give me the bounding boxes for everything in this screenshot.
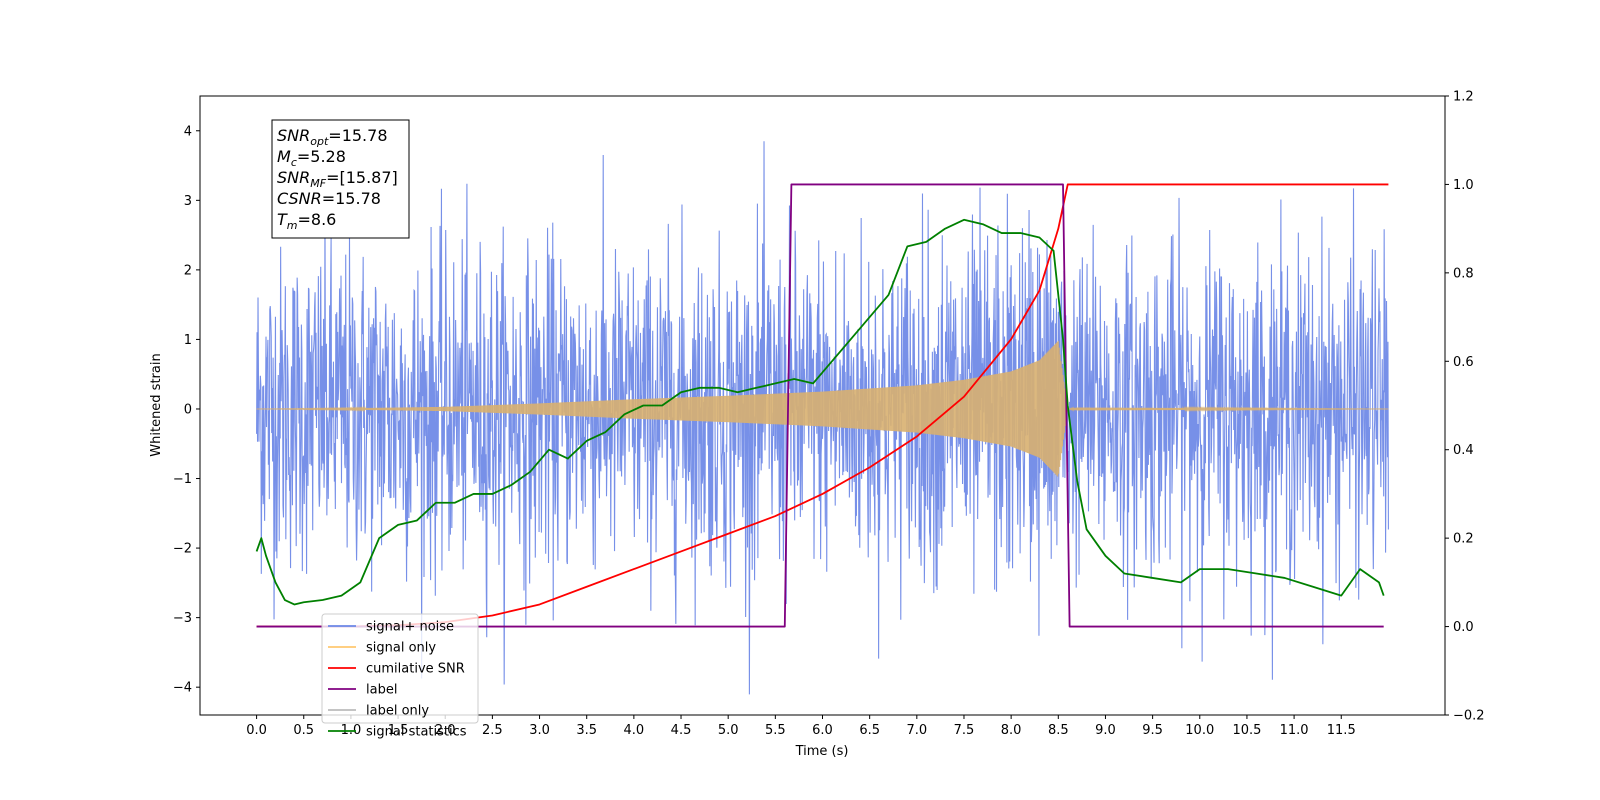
annotation-line: Tm=8.6 bbox=[277, 210, 336, 232]
legend-label: signal+ noise bbox=[366, 620, 454, 635]
legend-label: label bbox=[366, 683, 397, 698]
x-tick-label: 6.0 bbox=[812, 723, 833, 738]
x-tick-label: 9.5 bbox=[1142, 723, 1163, 738]
legend-label: label only bbox=[366, 704, 429, 719]
y-right-tick-label: 1.0 bbox=[1453, 178, 1474, 193]
y-tick-label: 3 bbox=[184, 194, 192, 209]
x-tick-label: 3.5 bbox=[576, 723, 597, 738]
y-tick-label: 2 bbox=[184, 263, 192, 278]
x-tick-label: 7.5 bbox=[954, 723, 975, 738]
x-tick-label: 10.5 bbox=[1232, 723, 1261, 738]
axes-layer: 0.0 0.5 1.0 1.5 2.0 2.5 3.0 3.5 4.0 4.5 5.0 5.5 6.0 6… bbox=[173, 90, 1485, 739]
legend: signal+ noise signal only cumilative SNR la… bbox=[321, 613, 479, 740]
y-right-tick-label: 0.2 bbox=[1453, 532, 1474, 547]
x-tick-label: 4.0 bbox=[624, 723, 645, 738]
y-tick-label: −3 bbox=[173, 611, 192, 626]
series-label bbox=[256, 183, 1384, 628]
annotation-line: SNRopt=15.78 bbox=[277, 126, 388, 148]
x-tick-label: 8.0 bbox=[1001, 723, 1022, 738]
annotation-line: CSNR=15.78 bbox=[277, 189, 381, 208]
x-tick-label: 4.5 bbox=[671, 723, 692, 738]
x-tick-label: 2.0 bbox=[435, 723, 456, 738]
y-right-tick-label: 0.4 bbox=[1453, 443, 1474, 458]
y-right-tick-label: 0.8 bbox=[1453, 266, 1474, 281]
y-tick-label: −1 bbox=[173, 472, 192, 487]
x-tick-label: 11.0 bbox=[1280, 723, 1309, 738]
y-tick-label: −4 bbox=[173, 681, 192, 696]
x-axis-label: Time (s) bbox=[795, 744, 849, 759]
x-tick-label: 11.5 bbox=[1327, 723, 1356, 738]
annotation-box: SNRopt=15.78Mc=5.28SNRMF=[15.87]CSNR=15.… bbox=[271, 119, 410, 239]
x-tick-label: 0.0 bbox=[246, 723, 267, 738]
x-tick-label: 0.5 bbox=[293, 723, 314, 738]
annotation-line: Mc=5.28 bbox=[277, 147, 346, 169]
x-tick-label: 10.0 bbox=[1185, 723, 1214, 738]
annotation-box-frame bbox=[271, 119, 410, 239]
y-right-tick-label: 1.2 bbox=[1453, 90, 1474, 105]
x-tick-label: 8.5 bbox=[1048, 723, 1069, 738]
y-tick-label: 0 bbox=[184, 402, 192, 417]
annotation-line: SNRMF=[15.87] bbox=[277, 168, 398, 190]
y-axis-label: Whitened strain bbox=[149, 353, 164, 456]
x-tick-label: 5.0 bbox=[718, 723, 739, 738]
y-right-tick-label: 0.6 bbox=[1453, 355, 1474, 370]
series-signal-only bbox=[256, 340, 1389, 477]
x-tick-label: 2.5 bbox=[482, 723, 503, 738]
y-right-tick-label: −0.2 bbox=[1453, 709, 1485, 724]
y-tick-label: −2 bbox=[173, 542, 192, 557]
x-tick-label: 1.5 bbox=[388, 723, 409, 738]
legend-label: cumilative SNR bbox=[366, 662, 465, 677]
series-signal-noise bbox=[256, 141, 1389, 695]
x-tick-label: 7.0 bbox=[906, 723, 927, 738]
series-signal-statistics bbox=[255, 218, 1385, 606]
legend-label: signal only bbox=[366, 641, 436, 656]
x-tick-label: 3.0 bbox=[529, 723, 550, 738]
y-tick-label: 1 bbox=[184, 333, 192, 348]
x-tick-label: 9.0 bbox=[1095, 723, 1116, 738]
x-tick-label: 5.5 bbox=[765, 723, 786, 738]
y-right-tick-label: 0.0 bbox=[1453, 620, 1474, 635]
x-tick-label: 6.5 bbox=[859, 723, 880, 738]
legend-frame bbox=[321, 613, 479, 724]
legend-label: signal statistics bbox=[366, 725, 467, 740]
y-tick-label: 4 bbox=[184, 124, 192, 139]
